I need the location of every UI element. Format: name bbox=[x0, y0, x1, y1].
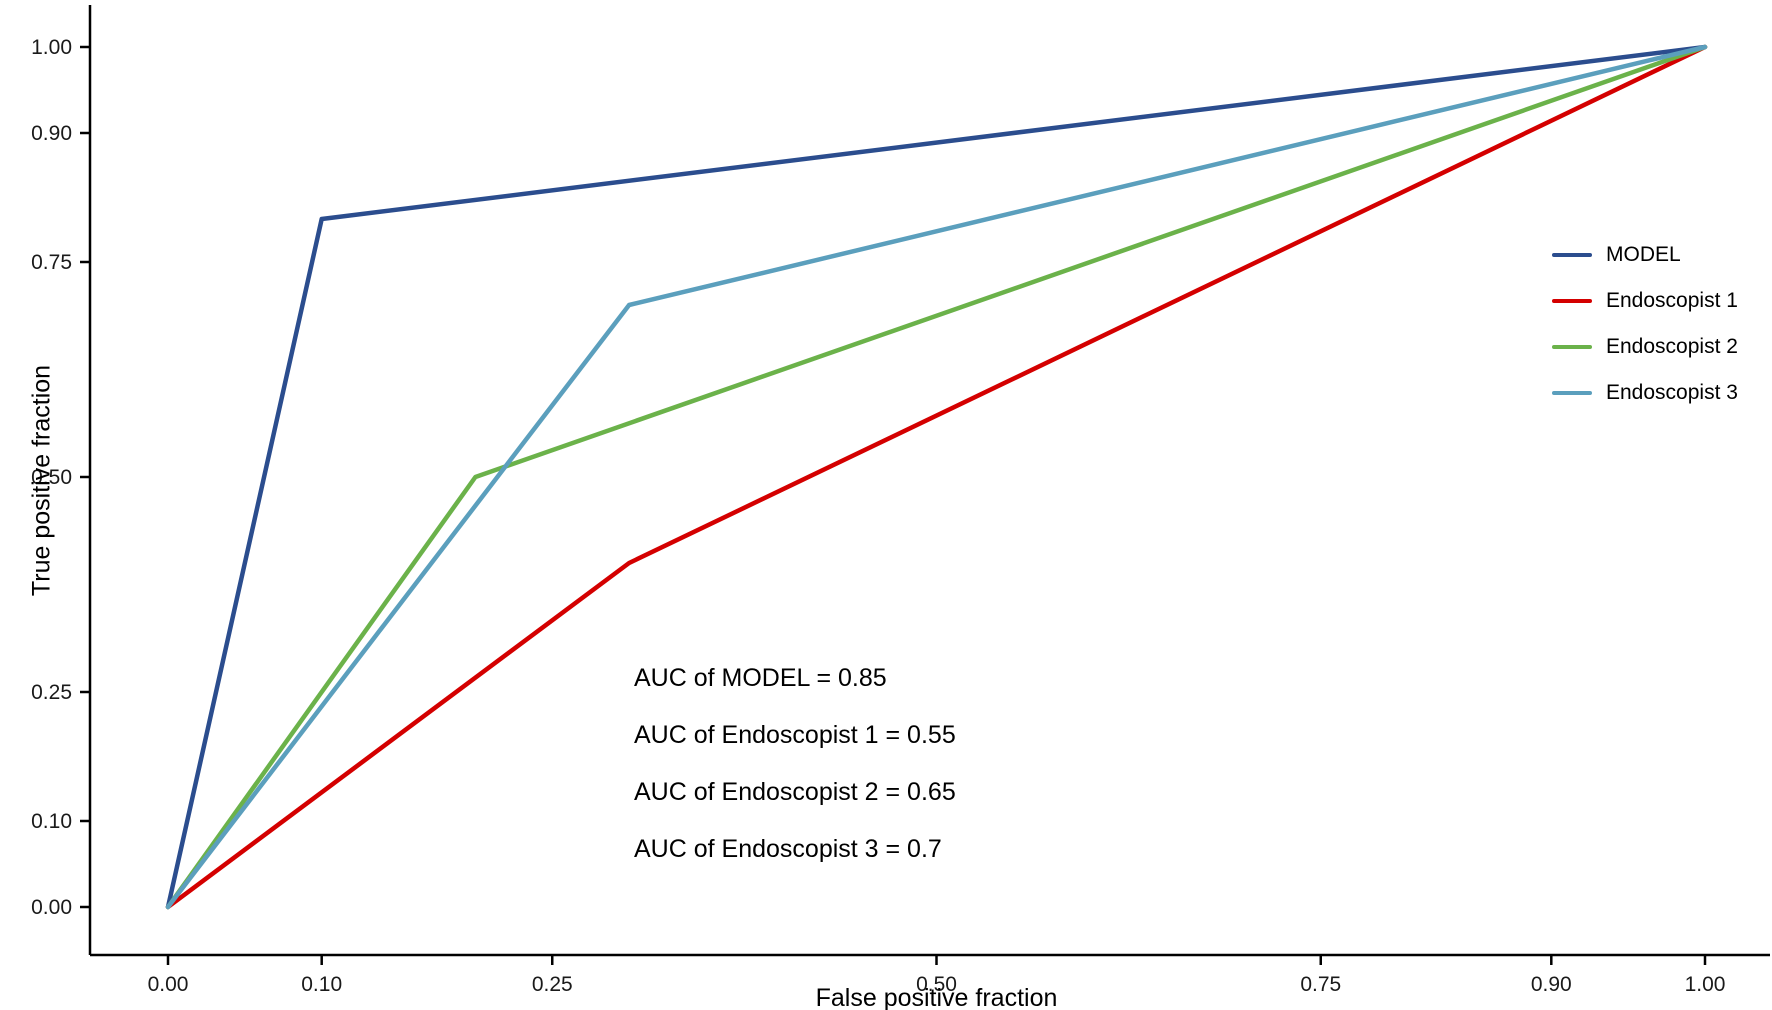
legend-item-endoscopist-2: Endoscopist 2 bbox=[1552, 324, 1738, 370]
legend-line-swatch bbox=[1552, 391, 1592, 395]
legend-line-swatch bbox=[1552, 253, 1592, 257]
roc-curve-endoscopist-2 bbox=[165, 44, 1708, 910]
y-tick-label: 1.00 bbox=[31, 36, 72, 59]
x-tick-label: 0.10 bbox=[301, 973, 342, 996]
x-tick-label: 0.50 bbox=[916, 973, 957, 996]
x-tick-label: 0.75 bbox=[1300, 973, 1341, 996]
y-tick-label: 0.90 bbox=[31, 122, 72, 145]
roc-curve-endoscopist-3 bbox=[165, 44, 1708, 910]
legend-label: Endoscopist 1 bbox=[1606, 289, 1738, 312]
y-tick-label: 0.25 bbox=[31, 681, 72, 704]
legend-label: Endoscopist 3 bbox=[1606, 381, 1738, 404]
legend-label: Endoscopist 2 bbox=[1606, 335, 1738, 358]
legend-label: MODEL bbox=[1606, 243, 1681, 266]
x-tick-label: 1.00 bbox=[1685, 973, 1726, 996]
y-tick-label: 0.75 bbox=[31, 251, 72, 274]
auc-annotation: AUC of Endoscopist 3 = 0.7 bbox=[634, 835, 942, 863]
legend-line-swatch bbox=[1552, 345, 1592, 349]
legend-item-endoscopist-1: Endoscopist 1 bbox=[1552, 278, 1738, 324]
auc-annotation: AUC of MODEL = 0.85 bbox=[634, 664, 887, 692]
auc-annotation: AUC of Endoscopist 1 = 0.55 bbox=[634, 721, 956, 749]
y-axis-label: True positive fraction bbox=[27, 364, 56, 597]
auc-annotation: AUC of Endoscopist 2 = 0.65 bbox=[634, 778, 956, 806]
legend-item-endoscopist-3: Endoscopist 3 bbox=[1552, 370, 1738, 416]
roc-curve-model bbox=[165, 44, 1708, 910]
legend-item-model: MODEL bbox=[1552, 232, 1738, 278]
x-tick-label: 0.25 bbox=[532, 973, 573, 996]
x-axis-label: False positive fraction bbox=[815, 984, 1058, 1010]
y-tick-label: 0.10 bbox=[31, 810, 72, 833]
y-tick-label: 0.00 bbox=[31, 896, 72, 919]
roc-curve-endoscopist-1 bbox=[165, 44, 1708, 910]
legend-line-swatch bbox=[1552, 299, 1592, 303]
y-tick-label: 0.50 bbox=[31, 466, 72, 489]
x-tick-label: 0.90 bbox=[1531, 973, 1572, 996]
auc-annotations: AUC of MODEL = 0.85 AUC of Endoscopist 1 … bbox=[634, 666, 956, 894]
legend: MODEL Endoscopist 1 Endoscopist 2 Endoscopi… bbox=[1552, 232, 1738, 416]
x-tick-label: 0.00 bbox=[148, 973, 189, 996]
